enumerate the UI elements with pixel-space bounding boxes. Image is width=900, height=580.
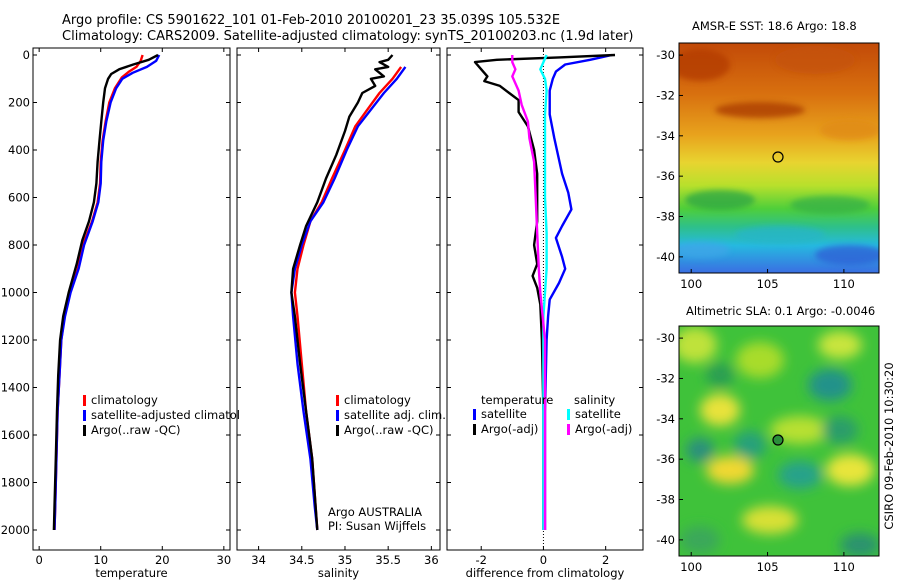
map-x-tick-label: 105: [757, 560, 779, 574]
x-tick-label: 0: [35, 553, 42, 567]
y-tick-label: 400: [8, 143, 30, 157]
x-axis-label: difference from climatology: [466, 566, 625, 580]
map-x-tick-label: 110: [833, 560, 855, 574]
panel-annotation: PI: Susan Wijffels: [328, 519, 426, 533]
map-y-tick-label: -30: [656, 331, 675, 345]
series-line: [290, 66, 407, 531]
map-x-tick-label: 110: [833, 277, 855, 291]
map-y-tick-label: -34: [656, 129, 675, 143]
panel-annotation: Argo AUSTRALIA: [328, 505, 422, 519]
legend-swatch: [473, 424, 476, 435]
x-tick-label: 35.5: [375, 553, 401, 567]
map-y-tick-label: -36: [656, 452, 675, 466]
profile-panels: 0 10 20 30020040060080010001200140016001800…: [1, 47, 644, 580]
legend-swatch: [567, 424, 570, 435]
map-y-tick-label: -38: [656, 210, 675, 224]
legend-label: satellite adj. clim.: [344, 408, 446, 422]
legend-swatch: [567, 409, 570, 420]
y-tick-label: 1400: [1, 381, 30, 395]
legend-swatch: [336, 395, 339, 406]
x-tick-label: 34.5: [289, 553, 315, 567]
series-line: [473, 53, 616, 530]
map-y-tick-label: -40: [656, 533, 675, 547]
difference-legend: temperaturesatelliteArgo(-adj)salinitysa…: [473, 393, 632, 436]
legend-label: Argo(..raw -QC): [91, 423, 181, 437]
axes-frame: [446, 47, 644, 551]
legend-label: climatology: [91, 393, 158, 407]
temperature-panel: 0 10 20 30 0 200 400 600 800 1000 1200 1400 1600 1800…: [1, 47, 232, 580]
x-tick-label: 35: [338, 553, 353, 567]
map-y-tick-label: -40: [656, 250, 675, 264]
legend-label: Argo(..raw -QC): [344, 423, 434, 437]
argo-float-marker: [772, 434, 784, 446]
map-y-tick-label: -30: [656, 48, 675, 62]
y-tick-label: 1200: [1, 333, 30, 347]
map-y-tick-label: -34: [656, 412, 675, 426]
y-tick-label: 600: [8, 191, 30, 205]
legend-swatch: [83, 410, 86, 421]
x-tick-label: 10: [93, 553, 108, 567]
legend-swatch: [83, 425, 86, 436]
climatology-title: Climatology: CARS2009. Satellite-adjuste…: [62, 29, 634, 44]
map-y-tick-label: -38: [656, 493, 675, 507]
series-line: [290, 54, 394, 531]
map-y-tick-label: -32: [656, 371, 675, 385]
axes-frame: [236, 47, 441, 551]
map-x-tick-label: 100: [680, 560, 702, 574]
x-tick-label: 2: [602, 553, 609, 567]
map-x-tick-label: 105: [757, 277, 779, 291]
legend-label: climatology: [344, 393, 411, 407]
salinity-panel: 34 34.5 35 35.5 36 salinity: [236, 47, 441, 580]
legend-label: Argo(-adj): [575, 422, 632, 436]
legend-swatch: [83, 395, 86, 406]
y-tick-label: 1000: [1, 286, 30, 300]
sla-map-title: Altimetric SLA: 0.1 Argo: -0.0046: [686, 304, 876, 318]
x-tick-label: -2: [475, 553, 486, 567]
y-tick-label: 800: [8, 238, 30, 252]
axes-frame: [32, 47, 231, 551]
sst-map-title: AMSR-E SST: 18.6 Argo: 18.8: [692, 19, 857, 33]
sla-map: 100 105 110 -30 -32 -34 -36 -38 -40: [656, 325, 880, 574]
series-line: [53, 54, 161, 531]
x-axis-label: temperature: [95, 566, 167, 580]
x-axis-label: salinity: [318, 566, 359, 580]
legend-label: Argo(-adj): [481, 422, 538, 436]
legend-swatch: [336, 425, 339, 436]
x-tick-label: 36: [424, 553, 439, 567]
x-tick-label: 34: [251, 553, 266, 567]
map-x-tick-label: 100: [680, 277, 702, 291]
x-tick-label: 0: [540, 553, 547, 567]
y-tick-label: 1600: [1, 428, 30, 442]
legend-swatch: [473, 409, 476, 420]
y-tick-label: 2000: [1, 523, 30, 537]
argo-float-marker: [772, 151, 784, 163]
legend-swatch: [336, 410, 339, 421]
map-y-tick-label: -32: [656, 88, 675, 102]
legend-group-title: salinity: [574, 393, 615, 407]
legend-label: satellite: [481, 407, 527, 421]
y-tick-label: 0: [23, 48, 30, 62]
series-line: [543, 53, 613, 530]
legend-group-title: temperature: [481, 393, 553, 407]
x-tick-label: 30: [217, 553, 232, 567]
x-tick-label: 20: [155, 553, 170, 567]
y-tick-label: 200: [8, 96, 30, 110]
map-y-tick-label: -36: [656, 169, 675, 183]
series-line: [511, 55, 547, 530]
profile-title: Argo profile: CS 5901622_101 01-Feb-2010…: [62, 13, 561, 28]
legend-label: satellite: [575, 407, 621, 421]
series-line: [52, 53, 159, 531]
y-tick-label: 1800: [1, 476, 30, 490]
sst-map: 100 105 110 -30 -32 -34 -36 -38 -40: [656, 42, 880, 291]
legend-label: satellite-adjusted climatology: [91, 408, 261, 422]
